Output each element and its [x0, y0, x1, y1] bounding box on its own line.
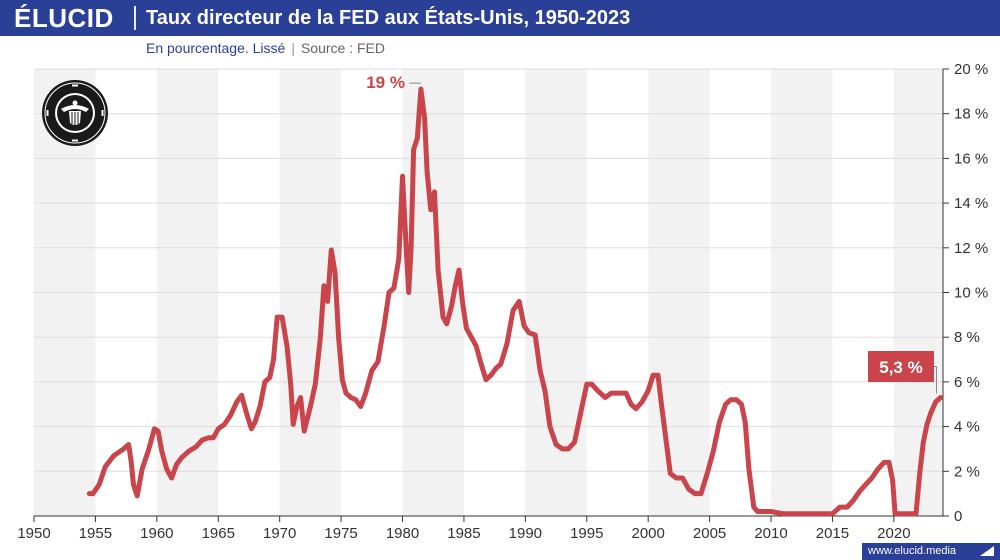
- x-tick-label: 2020: [877, 525, 910, 542]
- x-tick-label: 2010: [754, 525, 787, 542]
- y-tick-label: 10 %: [954, 285, 988, 302]
- footer-bar: www.elucid.media: [862, 543, 1000, 560]
- chart-title: Taux directeur de la FED aux États-Unis,…: [146, 7, 631, 29]
- elucid-logo[interactable]: ÉLUCID: [14, 3, 114, 33]
- y-tick-label: 6 %: [954, 374, 980, 391]
- x-tick-label: 1970: [263, 525, 296, 542]
- header-bar: ÉLUCID Taux directeur de la FED aux État…: [0, 0, 1000, 36]
- subtitle-separator: |: [291, 40, 295, 56]
- y-tick-label: 14 %: [954, 195, 988, 212]
- x-axis: 1950 1955 1960 1965 1970 1975 1980 1985 1990 1995…: [17, 515, 943, 542]
- y-axis: 0 2 % 4 % 6 % 8 % 10 % 12 % 14 % 16 % 18 % 20 %: [942, 61, 988, 525]
- latest-value-label: 5,3 %: [879, 358, 922, 377]
- x-tick-label: 2005: [693, 525, 726, 542]
- header-divider: [134, 6, 136, 30]
- x-tick-label: 1955: [79, 525, 112, 542]
- chart-subtitle: En pourcentage. Lissé | Source : FED: [146, 39, 385, 57]
- x-tick-label: 1960: [140, 525, 173, 542]
- y-tick-label: 12 %: [954, 240, 988, 257]
- y-tick-label: 8 %: [954, 329, 980, 346]
- elucid-mark-icon: [980, 546, 994, 556]
- y-tick-label: 16 %: [954, 150, 988, 167]
- x-tick-label: 1980: [386, 525, 419, 542]
- y-tick-label: 18 %: [954, 106, 988, 123]
- x-tick-label: 1950: [17, 525, 50, 542]
- source-label: Source : FED: [300, 40, 385, 56]
- x-tick-label: 2000: [632, 525, 665, 542]
- x-tick-label: 1985: [447, 525, 480, 542]
- x-tick-label: 2015: [816, 525, 849, 542]
- x-tick-label: 1995: [570, 525, 603, 542]
- x-tick-label: 1965: [202, 525, 235, 542]
- latest-value-badge: [868, 351, 934, 382]
- federal-reserve-seal-icon: [42, 80, 108, 146]
- series-line: [86, 86, 943, 517]
- footer-site-link[interactable]: www.elucid.media: [868, 545, 957, 557]
- subtitle-text: En pourcentage. Lissé: [146, 40, 286, 56]
- peak-annotation: 19 %: [366, 73, 405, 92]
- x-tick-label: 1990: [509, 525, 542, 542]
- series-layer: [86, 86, 943, 517]
- y-tick-label: 2 %: [954, 463, 980, 480]
- y-tick-label: 4 %: [954, 419, 980, 436]
- x-tick-label: 1975: [324, 525, 357, 542]
- y-tick-label: 0: [954, 508, 962, 525]
- y-tick-label: 20 %: [954, 61, 988, 78]
- annotations: 19 % 5,3 %: [366, 73, 938, 394]
